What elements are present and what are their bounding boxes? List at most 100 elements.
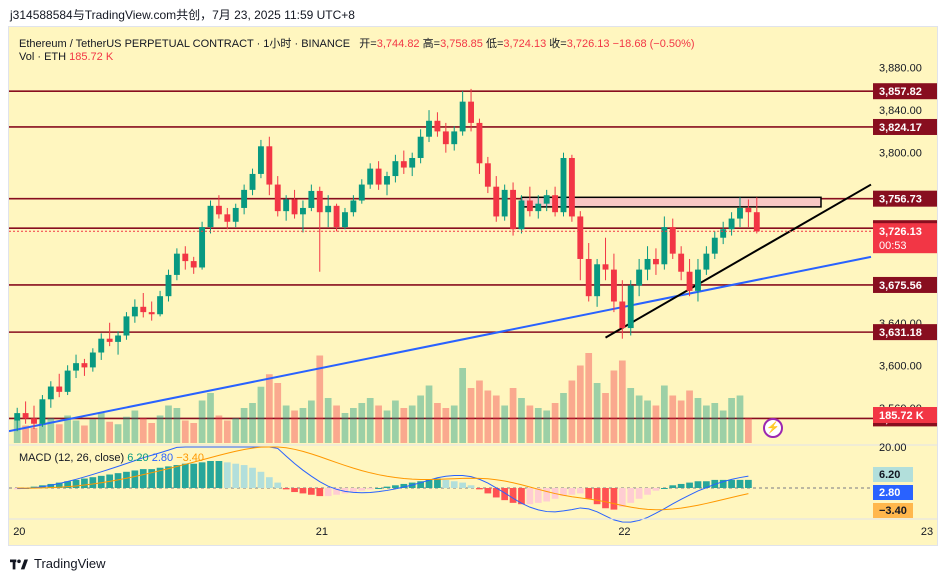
- candle-body: [627, 285, 634, 329]
- candle-body: [283, 199, 290, 212]
- candle-body: [577, 216, 584, 259]
- candle-body: [602, 264, 609, 270]
- candle-body: [619, 301, 626, 329]
- macd-histogram-bar: [47, 483, 55, 488]
- tradingview-logo[interactable]: TradingView: [10, 556, 106, 571]
- level-price-tag: [873, 324, 937, 341]
- candle-body: [678, 253, 685, 272]
- snapshot-header: j314588584与TradingView.com共创，7月 23, 2025…: [0, 0, 946, 26]
- macd-histogram-bar: [434, 478, 441, 488]
- candle-body: [232, 207, 239, 222]
- macd-histogram-bar: [232, 463, 240, 488]
- volume-bar: [417, 395, 424, 443]
- macd-histogram-bar: [366, 488, 374, 490]
- macd-histogram-bar: [484, 488, 492, 494]
- footer: TradingView: [0, 548, 946, 580]
- level-price-label: 3,756.73: [879, 194, 922, 206]
- low-label: 低=: [485, 38, 504, 50]
- volume-bar: [694, 398, 702, 443]
- macd-signal-line: [17, 446, 749, 511]
- volume-bar: [173, 408, 181, 443]
- volume-bar: [114, 424, 122, 443]
- macd-histogram-bar: [324, 488, 332, 497]
- candle-body: [728, 218, 735, 230]
- level-price-label: 3,675.56: [879, 280, 922, 292]
- macd-histogram-bar: [190, 463, 198, 488]
- macd-signal-value: −3.40: [176, 452, 205, 464]
- volume-bar: [644, 400, 651, 443]
- macd-histogram-bar: [703, 481, 710, 488]
- volume-bar: [677, 400, 685, 443]
- candle-body: [98, 338, 105, 353]
- candle-body: [610, 269, 617, 302]
- volume-bar: [181, 420, 189, 443]
- candle-body: [308, 190, 315, 208]
- high-value: 3,758.85: [440, 38, 483, 50]
- volume-label[interactable]: Vol · ETH: [19, 51, 67, 63]
- volume-axis-label: 185.72 K: [879, 410, 924, 422]
- candle-body: [123, 316, 130, 336]
- macd-line-tag-label: 2.80: [879, 487, 900, 499]
- macd-histogram-bar: [568, 488, 576, 495]
- macd-histogram-bar: [526, 488, 534, 505]
- macd-histogram-bar: [257, 471, 265, 488]
- candle-body: [56, 386, 63, 392]
- macd-histogram-bar: [635, 488, 643, 499]
- volume-bar: [576, 365, 584, 443]
- macd-histogram-bar: [223, 462, 231, 488]
- bar-countdown-label: 00:53: [879, 240, 907, 252]
- candle-body: [165, 274, 172, 297]
- lightning-icon[interactable]: ⚡: [763, 418, 783, 438]
- macd-histogram-bar: [72, 479, 80, 488]
- volume-bar: [265, 374, 273, 443]
- volume-bar: [307, 400, 315, 443]
- macd-histogram-bar: [476, 488, 483, 490]
- volume-bar: [745, 418, 752, 443]
- volume-bar: [341, 413, 349, 443]
- current-price-label: 3,726.13: [879, 226, 922, 238]
- macd-histogram-bar: [425, 479, 433, 488]
- volume-bar: [560, 393, 567, 443]
- volume-bar: [736, 395, 744, 443]
- candle-body: [543, 195, 550, 204]
- volume-bar: [215, 415, 223, 443]
- symbol-title[interactable]: Ethereum / TetherUS PERPETUAL CONTRACT ·…: [19, 38, 351, 50]
- candle-body: [669, 227, 676, 254]
- volume-bar: [190, 423, 198, 443]
- candle-body: [501, 189, 508, 217]
- macd-histogram-bar: [215, 461, 223, 488]
- volume-bar: [450, 405, 458, 443]
- volume-bar: [719, 410, 727, 443]
- candle-body: [300, 207, 306, 215]
- candle-body: [434, 120, 441, 132]
- candle-body: [182, 253, 189, 262]
- candle-body: [316, 190, 323, 213]
- macd-title[interactable]: MACD (12, 26, close): [19, 452, 125, 464]
- candle-body: [585, 258, 592, 297]
- volume-bar: [711, 403, 719, 443]
- price-chart[interactable]: 3,880.003,840.003,800.003,640.003,600.00…: [9, 27, 938, 546]
- macd-histogram-bar: [148, 469, 156, 488]
- volume-bar: [47, 418, 55, 443]
- candle-body: [157, 296, 164, 315]
- volume-bar: [635, 395, 643, 443]
- volume-bar: [400, 408, 408, 443]
- macd-histogram-bar: [358, 488, 366, 491]
- candle-body: [241, 189, 248, 208]
- volume-bar: [509, 388, 517, 443]
- candle-body: [249, 173, 256, 190]
- volume-bar: [39, 423, 46, 443]
- chart-frame[interactable]: 3,880.00 3,840.00 3,800.00 3,640.00 3,600.00…: [8, 26, 938, 546]
- candle-body: [661, 227, 668, 265]
- macd-histogram-bar: [341, 488, 349, 494]
- candle-body: [106, 338, 113, 342]
- black-trend-line: [605, 183, 872, 339]
- macd-histogram-bar: [123, 471, 130, 488]
- macd-histogram-bar: [728, 479, 735, 488]
- candle-body: [333, 205, 340, 228]
- volume-bar: [476, 380, 483, 443]
- volume-legend: Vol · ETH 185.72 K: [19, 51, 113, 63]
- candle-body: [47, 386, 54, 400]
- price-tick-label: 3,840.00: [879, 105, 922, 117]
- macd-histogram-bar: [677, 483, 685, 488]
